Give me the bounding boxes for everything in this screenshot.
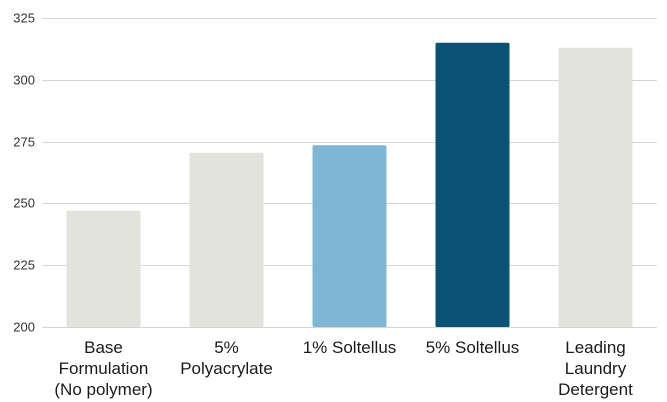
category-label: (No polymer): [54, 380, 152, 399]
category-label: Leading: [565, 338, 626, 357]
bar-3: [435, 42, 510, 327]
y-tick-label: 325: [13, 11, 35, 26]
category-label: Base: [84, 338, 123, 357]
bars: [66, 42, 633, 327]
bar-2: [312, 145, 387, 327]
category-label: 5% Soltellus: [426, 338, 520, 357]
category-label: Detergent: [558, 380, 633, 399]
category-label: Formulation: [59, 359, 149, 378]
bar-4: [558, 47, 633, 327]
y-tick-label: 200: [13, 320, 35, 335]
x-axis-categories: Base Formulation (No polymer) 5% Polyacrylat…: [54, 338, 633, 399]
bar-0: [66, 210, 141, 327]
category-label: 5%: [214, 338, 239, 357]
bar-1: [189, 152, 264, 327]
y-tick-label: 300: [13, 73, 35, 88]
y-axis-ticks: 200 225 250 275 300 325: [13, 11, 35, 335]
category-label: 1% Soltellus: [303, 338, 397, 357]
y-tick-label: 225: [13, 258, 35, 273]
y-tick-label: 275: [13, 135, 35, 150]
category-label: Laundry: [565, 359, 627, 378]
y-tick-label: 250: [13, 196, 35, 211]
category-label: Polyacrylate: [180, 359, 273, 378]
